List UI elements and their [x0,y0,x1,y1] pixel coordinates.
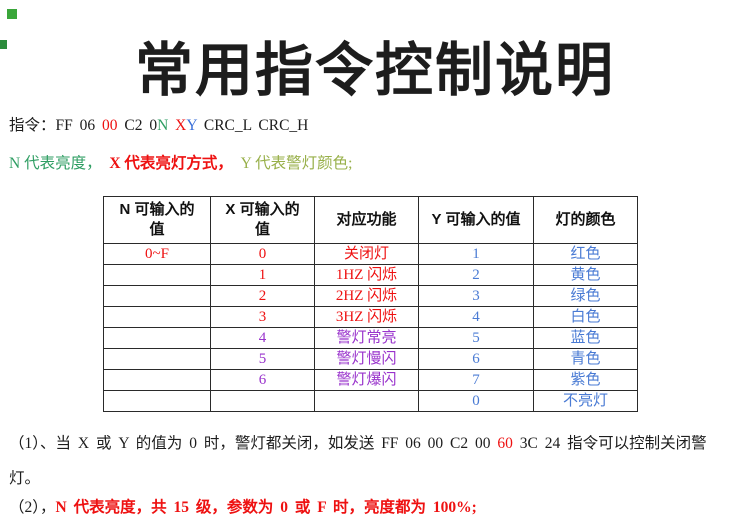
table-row: 3 3HZ 闪烁 4 白色 [103,306,638,328]
table-cell [103,285,211,307]
table-cell: 警灯慢闪 [314,348,419,370]
text-run: 3C 24 指令可以控制关闭警 灯。 [9,435,707,487]
table-cell: 1 [418,243,534,265]
column-header: Y 可输入的值 [418,196,534,244]
table-cell: 6 [418,348,534,370]
text-run: X 代表亮灯方式， [109,155,233,172]
table-cell: 1 [210,264,315,286]
table-cell: 2HZ 闪烁 [314,285,419,307]
text-run: 60 [497,435,513,452]
table-cell [103,369,211,391]
table-cell: 警灯常亮 [314,327,419,349]
text-run: C2 0 [117,117,158,134]
table-row: 0 不亮灯 [103,390,638,412]
table-cell: 0~F [103,243,211,265]
table-cell: 白色 [533,306,638,328]
legend-line: N 代表亮度， X 代表亮灯方式， Y 代表警灯颜色; [9,152,352,176]
table-cell: 6 [210,369,315,391]
text-run: N 代表亮度， [9,155,102,172]
column-header: 对应功能 [314,196,419,244]
table-cell: 7 [418,369,534,391]
text-run: （2）， [9,499,56,516]
table-cell: 0 [418,390,534,412]
table-row: 5 警灯慢闪 6 青色 [103,348,638,370]
table-cell: 5 [210,348,315,370]
table-cell [210,390,315,412]
green-artifact-speck [0,40,7,49]
green-artifact-speck [7,9,17,19]
text-run: Y 代表警灯颜色; [240,155,353,172]
table-cell [103,327,211,349]
table-cell: 不亮灯 [533,390,638,412]
table-cell: 3HZ 闪烁 [314,306,419,328]
table-cell: 关闭灯 [314,243,419,265]
table-cell: 3 [418,285,534,307]
note-1: （1）、当 X 或 Y 的值为 0 时，警灯都关闭，如发送 FF 06 00 C… [9,426,747,496]
table-cell [103,390,211,412]
table-row: 6 警灯爆闪 7 紫色 [103,369,638,391]
table-cell: 4 [210,327,315,349]
table-row: 2 2HZ 闪烁 3 绿色 [103,285,638,307]
text-run: 00 [102,117,118,134]
table-cell [314,390,419,412]
table-row: 0~F 0 关闭灯 1 红色 [103,243,638,265]
text-run: Y [186,117,197,134]
table-cell: 红色 [533,243,638,265]
text-run: （1）、当 X 或 Y 的值为 0 时，警灯都关闭，如发送 FF 06 00 C… [9,435,498,452]
column-header: 灯的颜色 [533,196,638,244]
table-cell: 黄色 [533,264,638,286]
table-cell: 5 [418,327,534,349]
table-row: 4 警灯常亮 5 蓝色 [103,327,638,349]
table-cell: 2 [418,264,534,286]
table-cell: 绿色 [533,285,638,307]
table-cell: 紫色 [533,369,638,391]
text-run: CRC_L CRC_H [197,117,309,134]
page-title: 常用指令控制说明 [134,38,615,103]
table-cell [103,306,211,328]
table-body: 0~F 0 关闭灯 1 红色 1 1HZ 闪烁 2 黄色 2 2HZ 闪烁 3 绿色 3 3HZ 闪烁 4 白色… [103,243,638,412]
table-cell [103,264,211,286]
column-header: N 可输入的 值 [103,196,211,244]
table-cell: 4 [418,306,534,328]
text-run: N [157,117,169,134]
table-row: 1 1HZ 闪烁 2 黄色 [103,264,638,286]
table-cell: 2 [210,285,315,307]
text-run: X [175,117,187,134]
table-cell: 青色 [533,348,638,370]
text-run: 指令：FF 06 [9,117,102,134]
command-line: 指令：FF 06 00 C2 0N XY CRC_L CRC_H [9,114,308,138]
text-run [233,155,241,172]
table-cell: 0 [210,243,315,265]
note-2: （2），N 代表亮度，共 15 级，参数为 0 或 F 时，亮度都为 100%; [9,496,747,520]
table-cell: 蓝色 [533,327,638,349]
table-cell: 1HZ 闪烁 [314,264,419,286]
column-header: X 可输入的 值 [210,196,315,244]
text-run: N 代表亮度，共 15 级，参数为 0 或 F 时，亮度都为 100%; [55,499,477,516]
table-cell: 警灯爆闪 [314,369,419,391]
table-cell [103,348,211,370]
table-cell: 3 [210,306,315,328]
